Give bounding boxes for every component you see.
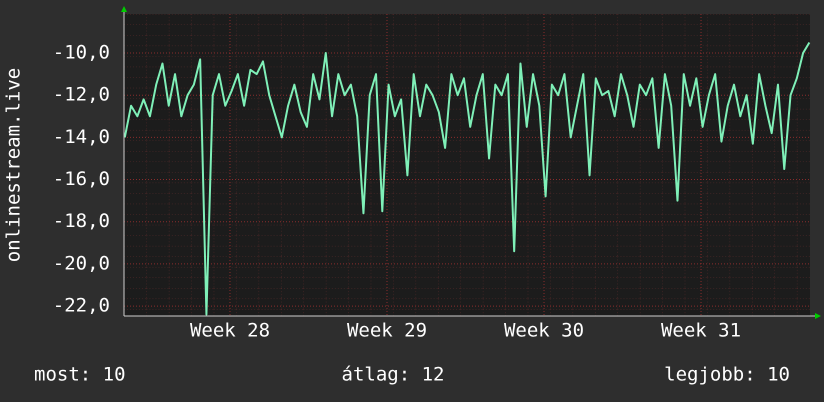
stat-current: most: 10 <box>34 364 126 386</box>
axis-arrow <box>815 313 821 319</box>
x-tick-label: Week 30 <box>504 320 584 342</box>
x-tick-label: Week 29 <box>347 320 427 342</box>
y-tick-label: -16,0 <box>53 168 110 190</box>
y-tick-label: -20,0 <box>53 252 110 274</box>
stat-best: legjobb: 10 <box>664 364 790 386</box>
x-tick-label: Week 31 <box>661 320 741 342</box>
minor-grid <box>124 14 810 316</box>
y-axis-label: onlinestream.live <box>3 68 25 262</box>
axis-arrow <box>121 6 127 12</box>
y-tick-label: -18,0 <box>53 210 110 232</box>
x-tick-label: Week 28 <box>190 320 270 342</box>
y-tick-label: -12,0 <box>53 84 110 106</box>
y-tick-label: -10,0 <box>53 42 110 64</box>
y-tick-label: -22,0 <box>53 295 110 317</box>
data-line <box>123 41 811 316</box>
y-tick-label: -14,0 <box>53 126 110 148</box>
stat-average: átlag: 12 <box>342 364 445 386</box>
